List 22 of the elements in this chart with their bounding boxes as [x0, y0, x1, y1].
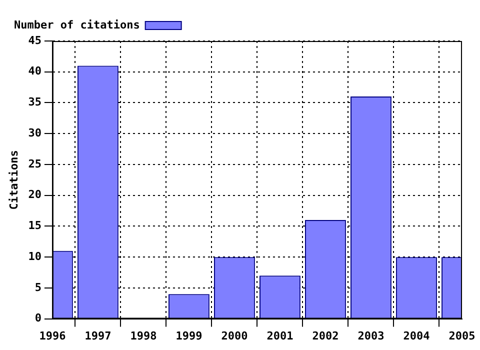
- y-axis-title: Citations: [7, 150, 20, 210]
- y-tick-label: 35: [28, 96, 42, 109]
- x-tick-label: 2001: [266, 329, 294, 342]
- y-tick-label: 45: [28, 34, 42, 47]
- x-tick-label: 2000: [221, 329, 248, 342]
- x-tick-label: 1996: [39, 329, 66, 342]
- x-tick-label: 1997: [84, 329, 112, 342]
- y-tick-label: 30: [28, 126, 42, 140]
- x-tick-label: 2003: [358, 329, 384, 342]
- legend-label: Number of citations: [14, 18, 140, 32]
- y-tick-label: 25: [28, 157, 42, 170]
- x-tick-label: 2005: [448, 329, 476, 342]
- x-tick-label: 1998: [130, 329, 157, 342]
- y-tick-label: 20: [28, 188, 42, 202]
- x-tick-label: 1999: [176, 329, 202, 342]
- y-tick-label: 0: [34, 312, 42, 325]
- y-tick-label: 15: [28, 219, 42, 232]
- x-tick-label: 2002: [312, 329, 339, 342]
- y-tick-label: 10: [28, 250, 42, 263]
- y-tick-label: 5: [34, 280, 42, 294]
- y-tick-label: 40: [28, 64, 42, 78]
- x-tick-label: 2004: [403, 329, 430, 342]
